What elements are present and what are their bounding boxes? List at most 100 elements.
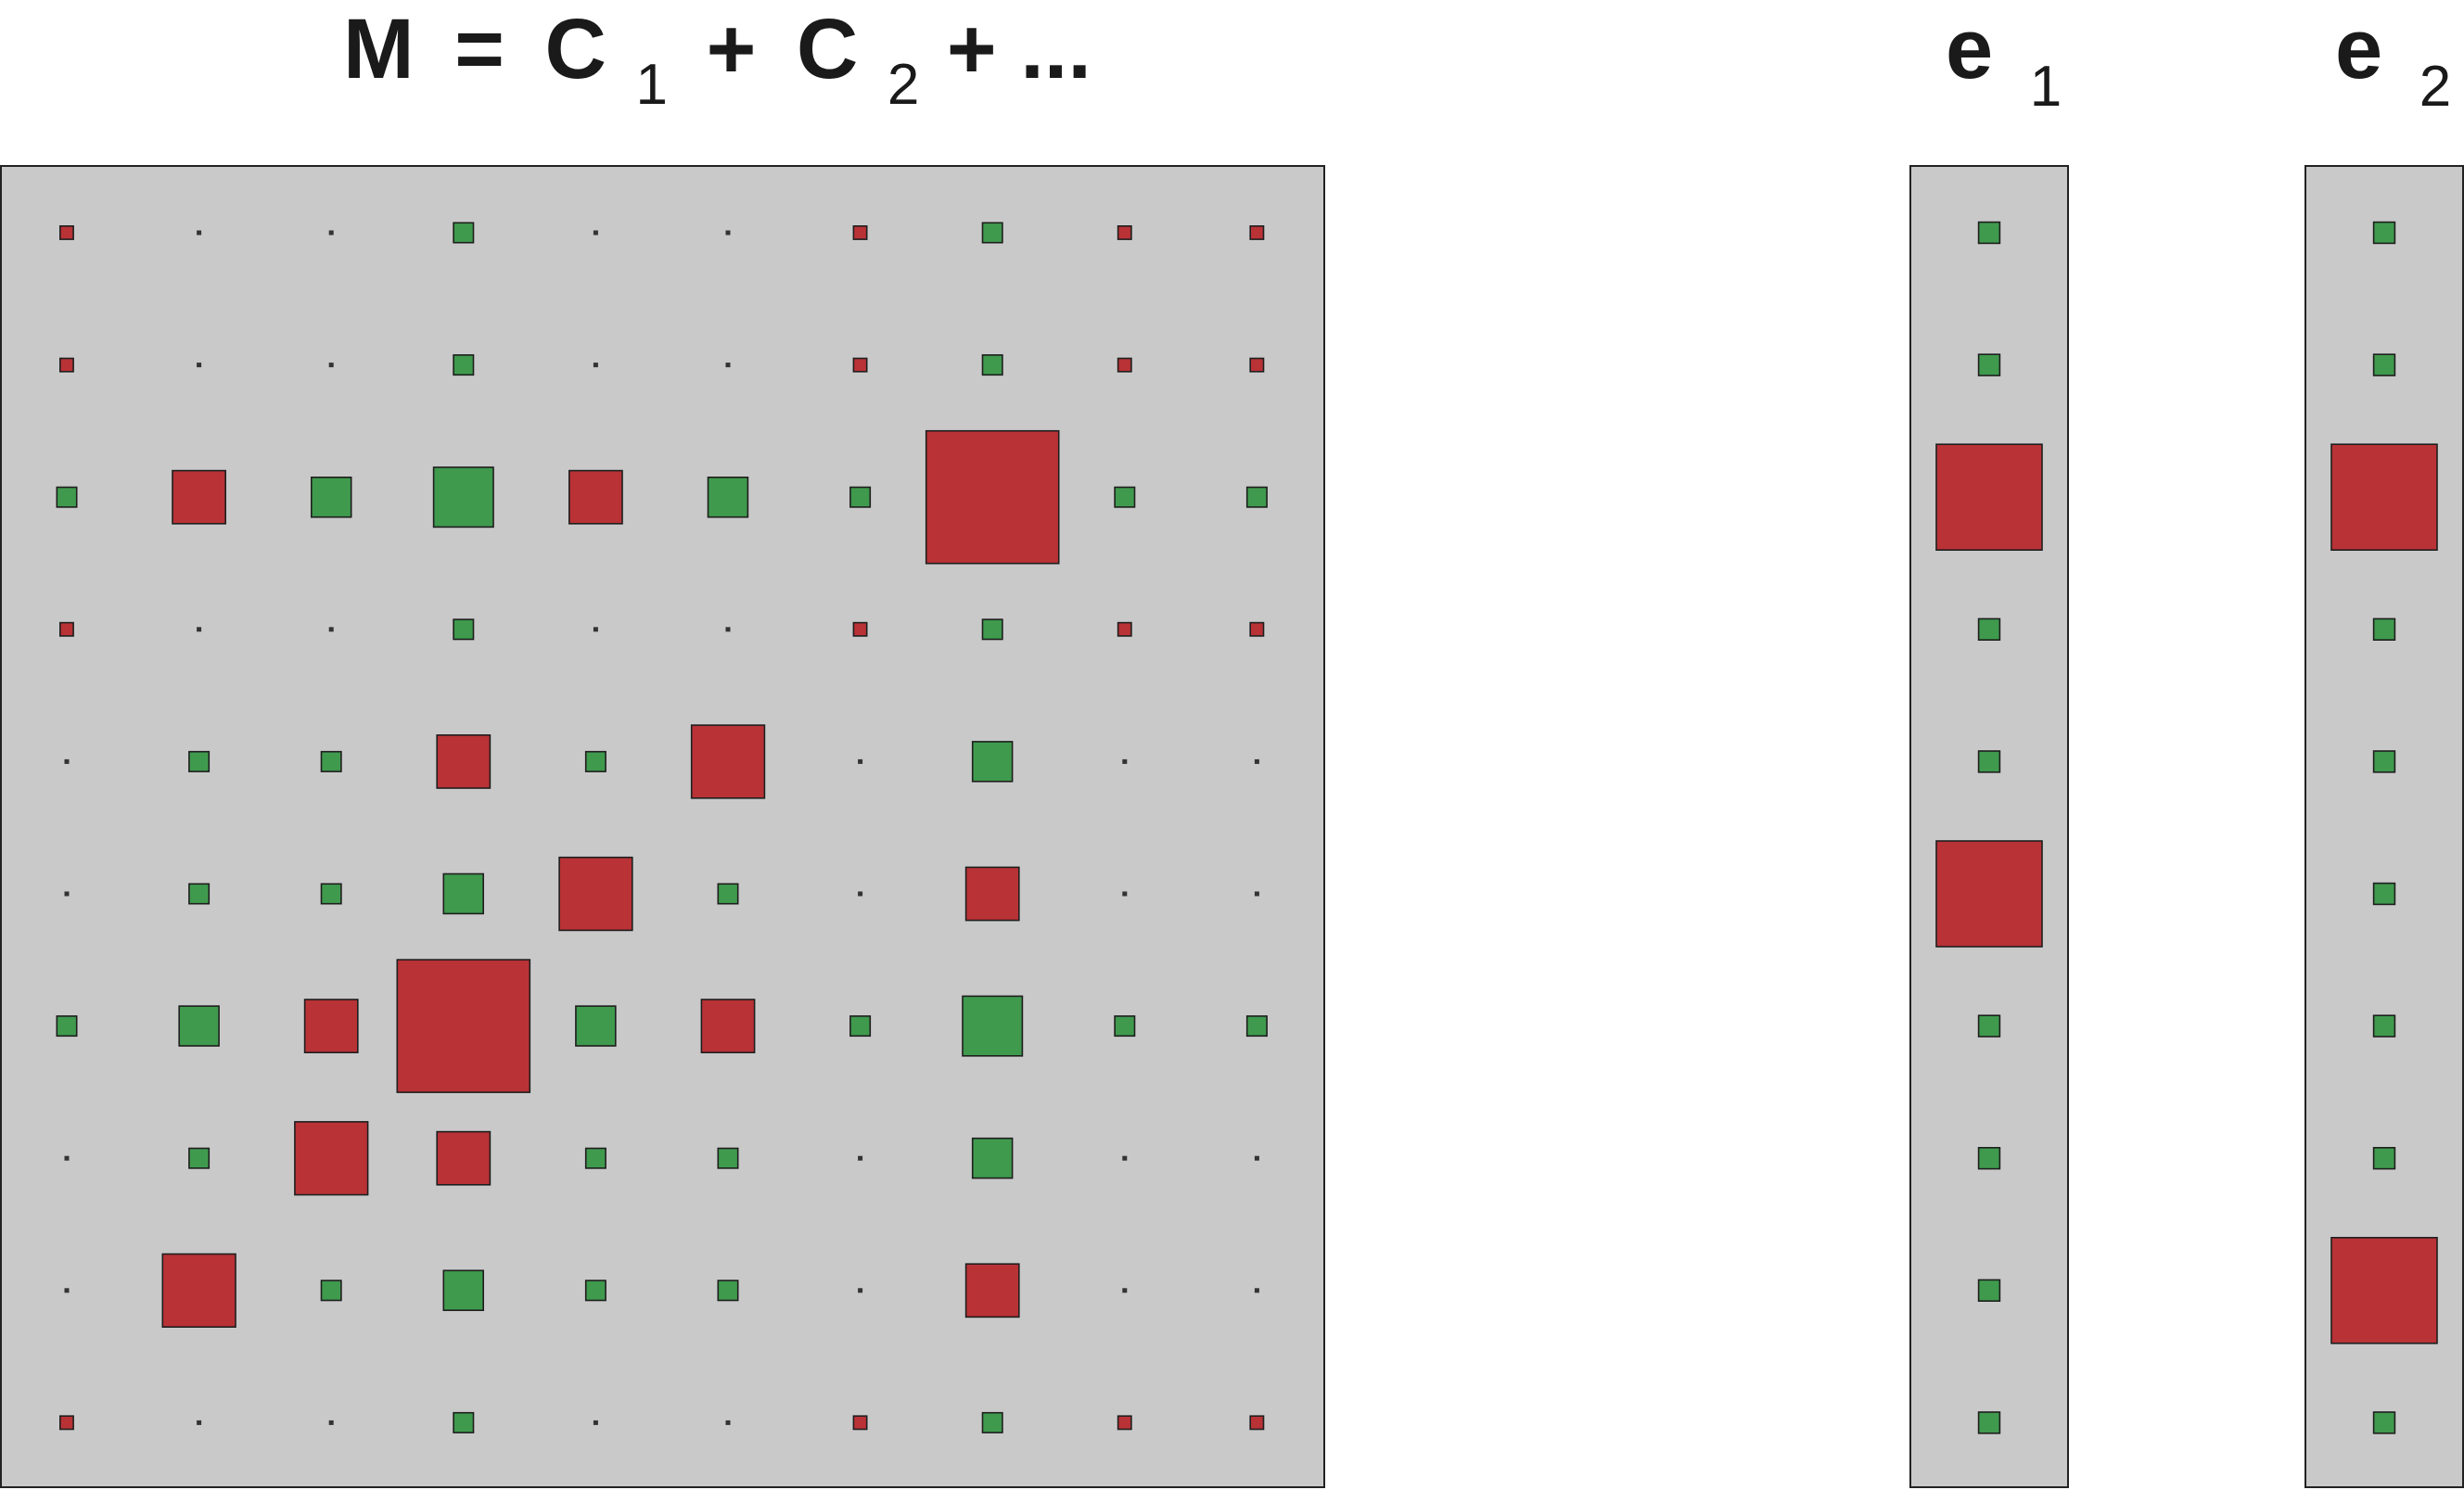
matrix-cell	[575, 1005, 617, 1047]
matrix-cell	[568, 469, 623, 525]
vector-cell	[2372, 1147, 2396, 1170]
matrix-cell	[188, 883, 211, 905]
matrix-cell	[925, 429, 1060, 565]
matrix-cell	[453, 618, 475, 641]
vector-cell	[1935, 840, 2043, 948]
matrix-cell	[981, 354, 1003, 376]
matrix-cells	[56, 222, 1268, 1433]
vector-cell	[2372, 618, 2396, 642]
matrix-cell	[1254, 1288, 1259, 1293]
matrix-cell	[852, 1415, 868, 1431]
matrix-cell	[436, 1130, 492, 1186]
matrix-cell	[442, 1269, 484, 1312]
matrix-cell	[1254, 758, 1259, 764]
matrix-cell	[725, 363, 731, 368]
equation-m: M	[343, 2, 415, 96]
matrix-cell	[852, 225, 868, 240]
equation-sub2: 2	[887, 53, 919, 117]
matrix-cell	[858, 758, 863, 764]
matrix-cell	[442, 872, 484, 915]
matrix-cell	[849, 486, 872, 508]
matrix-cell	[584, 1280, 606, 1302]
matrix-cell	[852, 621, 868, 637]
vector-cell	[1977, 221, 2001, 245]
matrix-cell	[593, 1420, 598, 1425]
matrix-cell	[858, 891, 863, 897]
e2-subscript: 2	[2419, 55, 2451, 119]
matrix-cell	[1249, 1415, 1265, 1431]
matrix-cell	[188, 1147, 211, 1169]
matrix-cell	[981, 618, 1003, 641]
matrix-cell	[453, 354, 475, 376]
vector-cell	[1977, 1147, 2001, 1170]
vector-cell	[1977, 353, 2001, 376]
matrix-cell	[584, 750, 606, 772]
matrix-cell	[396, 959, 531, 1093]
matrix-cell	[320, 750, 342, 772]
vector-cell	[2330, 443, 2438, 552]
matrix-cell	[56, 1015, 78, 1038]
vector-cell	[1935, 443, 2043, 552]
matrix-cell	[188, 750, 211, 772]
matrix-cell	[64, 891, 70, 897]
equation-sub1: 1	[636, 53, 668, 117]
matrix-cell	[436, 733, 492, 789]
matrix-cell	[707, 476, 749, 518]
matrix-cell	[59, 1415, 74, 1431]
vector-cell	[1977, 750, 2001, 773]
matrix-cell	[432, 466, 494, 529]
matrix-cell	[981, 222, 1003, 244]
matrix-cell	[453, 1411, 475, 1433]
e2-letter: e	[2335, 2, 2382, 96]
matrix-cell	[310, 476, 352, 518]
matrix-cell	[858, 1155, 863, 1161]
matrix-cell	[593, 627, 598, 632]
matrix-cell	[328, 1420, 334, 1425]
vector-cell	[2372, 750, 2396, 773]
matrix-cell	[1117, 357, 1132, 373]
matrix-cell	[1122, 1288, 1128, 1293]
matrix-cell	[197, 1420, 202, 1425]
matrix-cell	[1122, 1155, 1128, 1161]
matrix-cell	[964, 1263, 1020, 1318]
matrix-cell	[1254, 891, 1259, 897]
vector-cells-e2	[2330, 221, 2438, 1434]
matrix-cell	[328, 230, 334, 236]
e1-subscript: 1	[2030, 55, 2062, 119]
matrix-cell	[172, 469, 227, 525]
equation-plus1: +	[707, 2, 757, 96]
vector-label-e1: e 1	[1946, 2, 2062, 119]
matrix-cell	[453, 222, 475, 244]
matrix-cell	[64, 758, 70, 764]
equation-c2: C	[797, 2, 858, 96]
matrix-cell	[584, 1147, 606, 1169]
matrix-cell	[1114, 486, 1136, 508]
matrix-cell	[1117, 1415, 1132, 1431]
matrix-cell	[328, 627, 334, 632]
matrix-cell	[593, 363, 598, 368]
matrix-cell	[700, 999, 756, 1054]
matrix-cell	[161, 1253, 236, 1328]
matrix-cell	[1122, 891, 1128, 897]
vector-panel-e1	[1909, 165, 2069, 1488]
vector-cell	[2372, 221, 2396, 245]
vector-cell	[1977, 1411, 2001, 1434]
matrix-cell	[1122, 758, 1128, 764]
matrix-cell	[1245, 1015, 1268, 1038]
matrix-cell	[1249, 225, 1265, 240]
vector-cell	[1977, 618, 2001, 642]
matrix-cell	[981, 1411, 1003, 1433]
vector-cells-e1	[1935, 221, 2043, 1434]
matrix-cell	[971, 1137, 1014, 1179]
matrix-cell	[56, 486, 78, 508]
matrix-cell	[64, 1288, 70, 1293]
vector-label-e2: e 2	[2335, 2, 2451, 119]
vector-cell	[1977, 1014, 2001, 1038]
e1-letter: e	[1946, 2, 1993, 96]
matrix-cell	[178, 1005, 220, 1047]
vector-cell	[2372, 882, 2396, 906]
matrix-cell	[852, 357, 868, 373]
matrix-cell	[197, 627, 202, 632]
matrix-cell	[294, 1121, 369, 1196]
equation-title: M = C 1 + C 2 + ...	[343, 2, 1092, 122]
